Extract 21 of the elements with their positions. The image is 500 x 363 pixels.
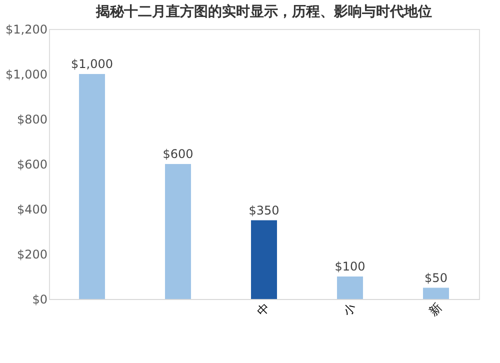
data-label: $100: [334, 260, 366, 274]
y-tick-label: $800: [16, 112, 48, 126]
y-tick-label: $1,000: [6, 68, 48, 82]
bar: [423, 288, 449, 299]
bar: [79, 74, 105, 299]
bar: [251, 220, 277, 299]
x-tick-label: 中: [254, 300, 272, 318]
x-tick-label: 小: [340, 300, 358, 318]
bar: [337, 276, 363, 299]
y-tick-label: $0: [32, 292, 48, 306]
y-tick-label: $400: [16, 202, 48, 216]
data-label: $350: [248, 203, 280, 218]
x-tick-label: 新: [426, 300, 444, 318]
data-label: $50: [424, 270, 448, 285]
chart-title: 揭秘十二月直方图的实时显示，历程、影响与时代地位: [95, 3, 432, 20]
y-tick-label: $600: [16, 158, 48, 172]
y-tick-label: $200: [16, 248, 48, 262]
bar: [165, 164, 191, 299]
data-label: $600: [162, 147, 194, 161]
y-tick-label: $1,200: [6, 22, 48, 36]
data-label: $1,000: [71, 57, 113, 71]
